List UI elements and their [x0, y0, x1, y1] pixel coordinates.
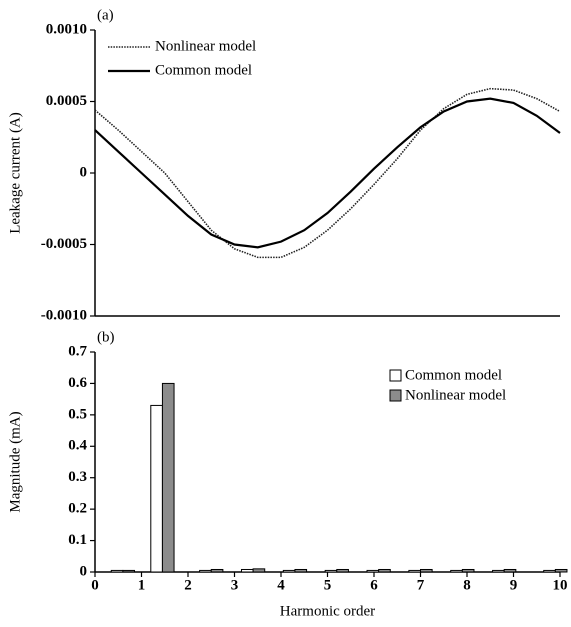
x-tick-label: 7	[417, 577, 425, 593]
x-tick-label: 0	[91, 577, 99, 593]
bar	[150, 404, 163, 573]
y-tick-label: 0.3	[68, 469, 87, 485]
bar	[122, 569, 136, 573]
bar	[450, 569, 463, 573]
bar	[252, 568, 266, 573]
y-tick-label: 0.6	[68, 375, 87, 391]
legend-label: Nonlinear model	[405, 387, 506, 403]
x-tick-label: 10	[553, 577, 568, 593]
y-tick-label: 0	[80, 563, 88, 579]
bar	[210, 568, 224, 573]
legend-label: Common model	[405, 367, 502, 383]
series-line	[94, 97, 561, 249]
x-tick-label: 9	[510, 577, 518, 593]
legend-label: Nonlinear model	[155, 38, 256, 54]
bar	[110, 569, 124, 573]
y-tick-label: 0.0005	[46, 93, 87, 109]
bar	[378, 568, 391, 573]
bar	[240, 568, 254, 573]
bar	[324, 569, 338, 573]
y-axis-label: Leakage current (A)	[7, 112, 23, 234]
bar	[420, 568, 433, 573]
bar	[408, 569, 421, 573]
y-tick-label: 0.0010	[46, 21, 87, 37]
series-line	[94, 87, 561, 259]
bar	[543, 569, 556, 573]
x-tick-label: 8	[463, 577, 471, 593]
y-axis-label: Magnitude (mA)	[7, 411, 23, 512]
legend-swatch	[389, 369, 402, 382]
x-tick-label: 6	[370, 577, 378, 593]
legend-swatch	[389, 389, 402, 402]
legend-label: Common model	[155, 62, 252, 78]
x-tick-label: 3	[231, 577, 239, 593]
panel-label: (a)	[97, 7, 114, 23]
y-tick-label: 0.7	[68, 343, 87, 359]
bar	[492, 569, 505, 573]
y-tick-label: -0.0010	[41, 307, 87, 323]
y-tick-label: 0.5	[68, 406, 87, 422]
x-tick-label: 2	[184, 577, 192, 593]
y-tick-label: 0.2	[68, 501, 87, 517]
x-tick-label: 4	[277, 577, 285, 593]
y-tick-label: 0.1	[68, 532, 87, 548]
bar	[161, 382, 175, 573]
bar	[366, 569, 380, 573]
y-tick-label: -0.0005	[41, 236, 87, 252]
x-tick-label: 1	[138, 577, 146, 593]
bar	[294, 568, 308, 573]
panel-label: (b)	[97, 329, 115, 345]
y-tick-label: 0	[80, 164, 88, 180]
bar	[554, 568, 568, 573]
bar	[336, 568, 349, 573]
x-tick-label: 5	[324, 577, 332, 593]
x-axis-label: Harmonic order	[280, 603, 375, 619]
bar	[503, 568, 517, 573]
bar	[199, 569, 212, 573]
bar	[461, 568, 475, 573]
bar	[282, 569, 296, 573]
y-tick-label: 0.4	[68, 438, 87, 454]
